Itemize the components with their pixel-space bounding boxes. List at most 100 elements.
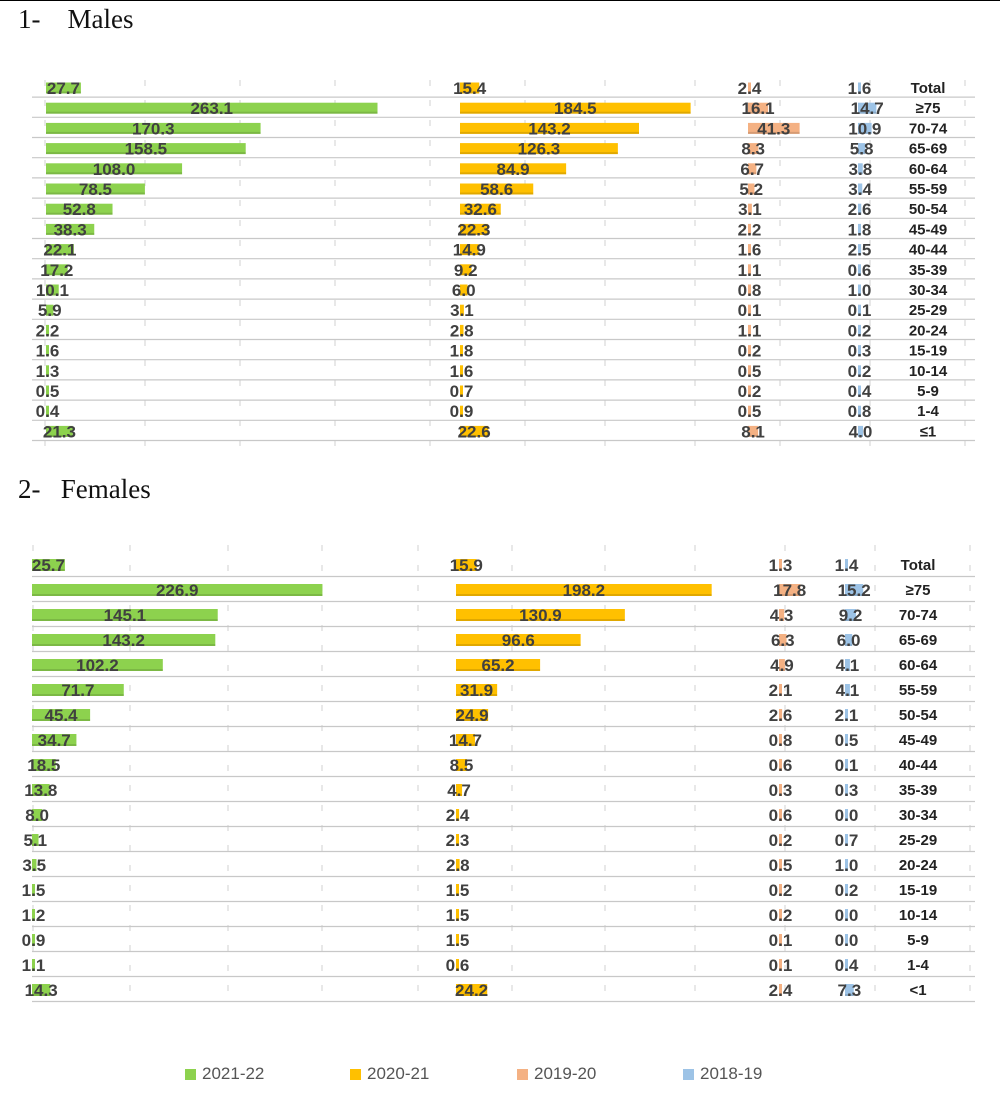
data-label-2018-19: 0.8 <box>848 402 872 421</box>
legend-swatch-2019-20 <box>517 1068 528 1080</box>
bar-2018-19-70-74 <box>858 122 872 134</box>
data-label-2020-21: 58.6 <box>480 180 513 199</box>
bar-shadow <box>779 944 782 946</box>
bar-shadow <box>32 869 37 871</box>
data-label-2020-21: 143.2 <box>528 119 571 138</box>
bar-shadow <box>779 819 782 821</box>
bar-shadow <box>32 894 35 896</box>
bar-2018-19-30-34 <box>845 809 848 821</box>
bar-shadow <box>46 333 49 336</box>
data-label-2018-19: 0.4 <box>835 956 859 975</box>
bar-2020-21-20-24 <box>456 859 460 871</box>
data-label-2018-19: 0.0 <box>835 806 859 825</box>
bar-shadow <box>456 644 581 646</box>
bar-2019-20-35-39 <box>748 264 751 276</box>
bar-shadow <box>858 374 861 377</box>
bar-shadow <box>779 694 782 696</box>
category-label: 10-14 <box>909 363 948 380</box>
bar-2018-19-Total <box>845 559 848 571</box>
data-label-2020-21: 2.3 <box>446 831 470 850</box>
bar-2019-20-65-69 <box>779 634 787 646</box>
bar-shadow <box>460 212 501 215</box>
legend-label: 2020-21 <box>367 1064 430 1083</box>
bar-2018-19-15-19 <box>858 345 861 357</box>
data-label-2020-21: 1.5 <box>446 906 470 925</box>
bar-2018-19-Total <box>858 82 861 94</box>
data-label-2019-20: 8.1 <box>741 422 765 441</box>
bar-shadow <box>748 293 751 296</box>
data-label-2018-19: 7.3 <box>838 981 862 1000</box>
category-label: 5-9 <box>917 383 939 400</box>
bar-2020-21-Total <box>460 82 480 94</box>
bar-2021-22-<1 <box>32 984 51 996</box>
bar-2019-20-50-54 <box>748 203 752 215</box>
bar-shadow <box>32 769 56 771</box>
bar-shadow <box>845 669 850 671</box>
bar-2020-21-50-54 <box>456 709 489 721</box>
category-label: <1 <box>909 982 926 999</box>
bar-shadow <box>460 313 464 316</box>
data-label-2020-21: 0.9 <box>450 402 474 421</box>
bar-shadow <box>460 152 618 155</box>
bar-2021-22-45-49 <box>46 223 95 235</box>
category-label: 65-69 <box>909 141 947 158</box>
bar-2020-21-60-64 <box>460 163 567 175</box>
bar-2021-22-≥75 <box>46 102 378 114</box>
bar-shadow <box>845 894 848 896</box>
data-label-2020-21: 24.9 <box>456 706 489 725</box>
bar-shadow <box>748 111 769 114</box>
bar-2018-19-5-9 <box>845 934 848 946</box>
category-label: 40-44 <box>909 242 948 259</box>
bar-2020-21-5-9 <box>456 934 459 946</box>
bar-2019-20-5-9 <box>748 385 751 397</box>
bar-shadow <box>858 91 861 94</box>
category-label: 65-69 <box>899 632 937 649</box>
bar-2019-20-65-69 <box>748 143 759 155</box>
bar-shadow <box>46 192 145 195</box>
bar-2018-19-1-4 <box>845 959 848 971</box>
males-chart: 27.7 15.4 2.4 1.6 Total 263.1 184.5 16.1 14.7 ≥75… <box>32 79 975 452</box>
data-label-2019-20: 0.6 <box>769 756 793 775</box>
data-label-2018-19: 0.5 <box>835 731 859 750</box>
data-label-2019-20: 0.6 <box>769 806 793 825</box>
bar-2018-19-50-54 <box>858 203 862 215</box>
bar-2018-19-15-19 <box>845 884 848 896</box>
bar-2021-22-25-29 <box>46 304 54 316</box>
data-label-2018-19: 3.4 <box>848 180 872 199</box>
category-label: 35-39 <box>909 262 947 279</box>
data-label-2019-20: 0.1 <box>769 956 793 975</box>
legend-label: 2018-19 <box>700 1064 763 1083</box>
category-label: 1-4 <box>917 403 939 420</box>
bar-shadow <box>858 414 861 417</box>
bar-shadow <box>460 414 463 417</box>
data-label-2020-21: 184.5 <box>554 99 597 118</box>
bar-shadow <box>456 769 467 771</box>
data-label-2018-19: 1.4 <box>835 556 859 575</box>
bar-shadow <box>858 152 866 155</box>
bar-shadow <box>779 869 782 871</box>
bar-shadow <box>748 131 800 134</box>
bar-shadow <box>32 819 43 821</box>
data-label-2019-20: 0.5 <box>738 362 762 381</box>
data-label-2018-19: 0.1 <box>848 301 872 320</box>
bar-2018-19-≥75 <box>858 102 877 114</box>
bar-shadow <box>32 669 163 671</box>
bar-shadow <box>845 969 848 971</box>
bar-2021-22-15-19 <box>32 884 35 896</box>
category-label: 45-49 <box>909 221 947 238</box>
bar-2018-19-10-14 <box>845 909 848 921</box>
bar-shadow <box>748 374 751 377</box>
category-label: 70-74 <box>899 607 938 624</box>
bar-shadow <box>845 844 848 846</box>
bar-2019-20-<1 <box>779 984 782 996</box>
category-label: 40-44 <box>899 757 938 774</box>
category-label: 50-54 <box>909 201 948 218</box>
category-label: 5-9 <box>907 932 929 949</box>
data-label-2020-21: 1.6 <box>450 362 474 381</box>
bar-shadow <box>456 844 459 846</box>
bar-shadow <box>32 569 65 571</box>
bar-2019-20-40-44 <box>748 244 751 256</box>
data-label-2018-19: 0.0 <box>835 906 859 925</box>
bar-2019-20-≥75 <box>748 102 769 114</box>
bar-shadow <box>858 333 861 336</box>
